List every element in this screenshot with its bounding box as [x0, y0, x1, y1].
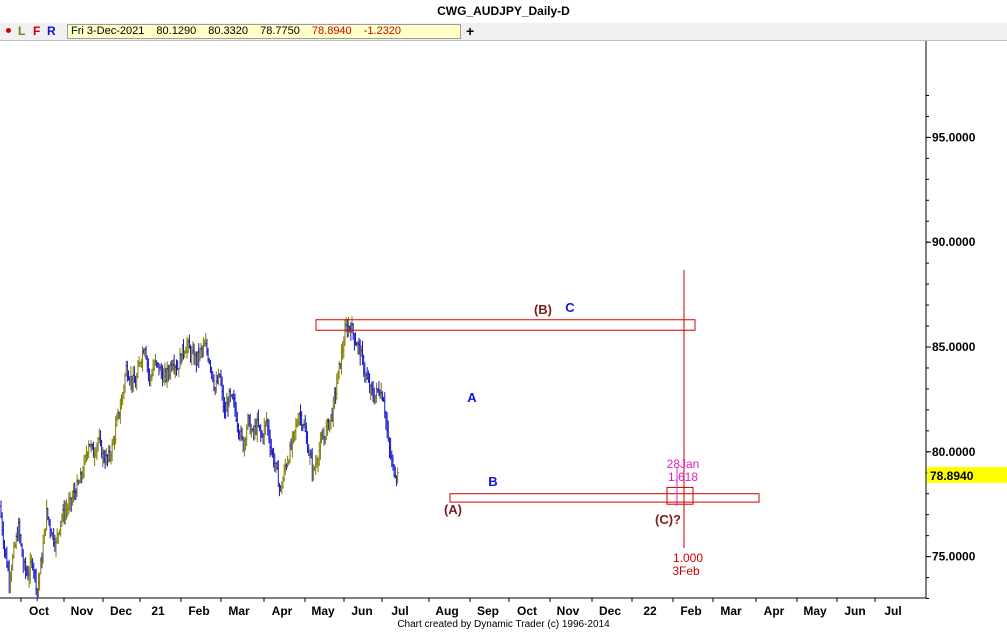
x-tick-label: 21 — [151, 604, 165, 618]
price-zone-box[interactable] — [315, 319, 696, 331]
x-tick-label: Feb — [680, 604, 701, 618]
x-tick-label: Oct — [29, 604, 49, 618]
r-button[interactable]: R — [47, 24, 56, 38]
x-tick-label: Oct — [517, 604, 537, 618]
wave-label: (C)? — [655, 512, 681, 527]
x-tick-label: Dec — [110, 604, 132, 618]
quote-toolbar: L F R Fri 3-Dec-2021 80.1290 80.3320 78.… — [0, 23, 1007, 41]
time-target-box[interactable] — [666, 486, 694, 505]
x-tick-label: Nov — [557, 604, 580, 618]
x-tick-label: Jul — [884, 604, 901, 618]
wave-label: B — [488, 474, 497, 489]
quote-change: -1.2320 — [363, 25, 402, 37]
x-tick-label: Feb — [188, 604, 209, 618]
y-tick-label: 80.0000 — [932, 445, 976, 459]
x-tick-label: Apr — [272, 604, 293, 618]
chart-credit: Chart created by Dynamic Trader (c) 1996… — [397, 619, 610, 630]
x-tick-label: May — [803, 604, 827, 618]
quote-date: Fri 3-Dec-2021 — [71, 25, 145, 37]
price-zone-box[interactable] — [449, 493, 760, 503]
quote-high: 80.3320 — [208, 25, 249, 37]
x-tick-label: Jun — [351, 604, 372, 618]
x-tick-label: Mar — [228, 604, 250, 618]
l-button[interactable]: L — [18, 24, 26, 38]
quote-close: 78.8940 — [311, 25, 352, 37]
last-price-label: 78.8940 — [930, 469, 974, 483]
wave-label: (B) — [534, 302, 552, 317]
x-tick-label: Aug — [435, 604, 458, 618]
y-tick-label: 75.0000 — [932, 550, 976, 564]
x-tick-label: Sep — [477, 604, 499, 618]
quote-readout: Fri 3-Dec-2021 80.1290 80.3320 78.7750 7… — [67, 24, 461, 39]
x-tick-label: May — [311, 604, 335, 618]
time-ratio-label: 1.000 — [673, 551, 703, 565]
x-tick-label: Jun — [844, 604, 865, 618]
x-tick-label: Dec — [599, 604, 621, 618]
wave-label: (A) — [444, 502, 462, 517]
quote-open: 80.1290 — [156, 25, 197, 37]
last-price-badge — [927, 466, 1007, 483]
f-button[interactable]: F — [33, 24, 41, 38]
quote-low: 78.7750 — [260, 25, 300, 37]
fib-date-label: 28Jan — [667, 457, 700, 471]
x-tick-label: Nov — [71, 604, 94, 618]
wave-label: A — [467, 390, 477, 405]
status-dot-icon[interactable] — [6, 28, 11, 33]
y-tick-label: 95.0000 — [932, 130, 976, 144]
wave-label: C — [565, 300, 575, 315]
y-tick-label: 90.0000 — [932, 235, 976, 249]
fib-ratio-label: 1.618 — [668, 470, 698, 484]
y-tick-label: 85.0000 — [932, 340, 976, 354]
x-tick-label: Mar — [720, 604, 742, 618]
add-crosshair-button[interactable]: + — [466, 23, 475, 39]
x-tick-label: Jul — [391, 604, 408, 618]
time-date-label: 3Feb — [672, 564, 700, 578]
x-tick-label: 22 — [643, 604, 657, 618]
x-tick-label: Apr — [764, 604, 785, 618]
